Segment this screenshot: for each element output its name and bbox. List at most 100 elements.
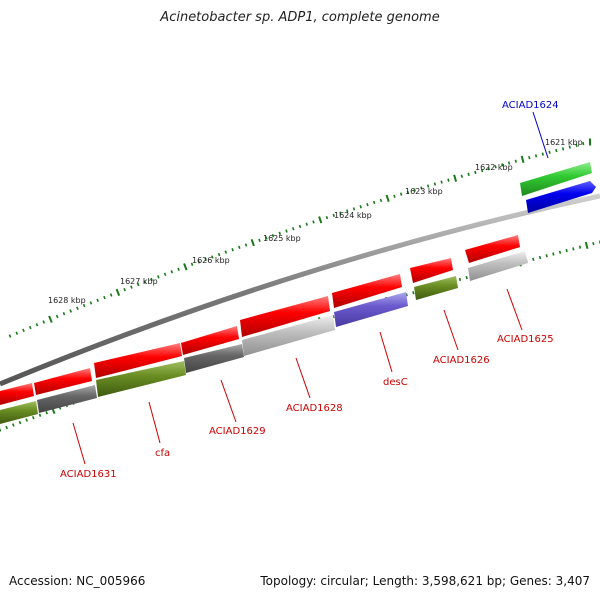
minor-tick — [501, 163, 504, 167]
minor-tick — [592, 242, 595, 246]
feature-aciad1625[interactable] — [468, 251, 528, 281]
feature-left-edge[interactable] — [0, 401, 38, 424]
minor-tick — [76, 306, 79, 310]
gene-label-aciad1624[interactable]: ACIAD1624 — [502, 100, 559, 111]
minor-tick — [150, 277, 153, 282]
minor-tick — [494, 165, 497, 169]
gene-label-aciad1628[interactable]: ACIAD1628 — [286, 403, 343, 414]
kbp-label: 1625 kbp — [263, 234, 301, 243]
major-tick — [318, 216, 323, 224]
minor-tick — [258, 238, 261, 242]
gene-aciad1626-arrow[interactable] — [410, 258, 453, 283]
minor-tick — [0, 428, 2, 432]
gene-label-aciad1629[interactable]: ACIAD1629 — [209, 426, 266, 437]
feature-desc[interactable] — [334, 292, 408, 327]
minor-tick — [352, 207, 356, 211]
feature-aciad1626[interactable] — [414, 276, 458, 300]
forward-strand — [520, 162, 592, 196]
genome-backbone — [0, 193, 600, 387]
minor-tick — [55, 314, 59, 319]
minor-tick — [271, 233, 275, 238]
gene-label-aciad1625[interactable]: ACIAD1625 — [497, 334, 554, 345]
minor-tick — [480, 168, 484, 173]
minor-tick — [405, 293, 408, 297]
minor-tick — [18, 420, 22, 425]
gene-desc-arrow[interactable] — [332, 274, 402, 308]
minor-tick — [460, 174, 464, 178]
leader-aciad1624 — [532, 111, 549, 159]
gene-aciad1629-arrow[interactable] — [181, 326, 239, 355]
gene-aciad1624-arrow[interactable] — [520, 162, 592, 196]
minor-tick — [406, 190, 410, 194]
kbp-label: 1627 kbp — [120, 277, 158, 286]
kbp-label: 1626 kbp — [192, 256, 230, 265]
minor-tick — [325, 215, 329, 220]
minor-tick — [62, 312, 66, 316]
minor-tick — [578, 245, 582, 249]
minor-tick — [123, 288, 126, 292]
minor-tick — [278, 231, 282, 235]
minor-tick — [487, 166, 490, 171]
minor-tick — [433, 182, 437, 186]
minor-tick — [136, 282, 140, 287]
feature-cfa[interactable] — [96, 361, 186, 397]
minor-tick — [548, 150, 551, 154]
gene-aciad1624-blue-arrow[interactable] — [526, 181, 596, 213]
minor-tick — [170, 270, 174, 274]
gene-aciad1625-arrow[interactable] — [465, 235, 520, 263]
minor-tick — [582, 142, 585, 146]
minor-tick — [514, 159, 517, 163]
gene-label-desc[interactable]: desC — [383, 377, 408, 388]
minor-tick — [532, 257, 535, 262]
leader-aciad1628 — [295, 357, 311, 399]
minor-tick — [197, 260, 201, 264]
kbp-labels: 1628 kbp 1627 kbp 1626 kbp 1625 kbp 1624… — [48, 138, 583, 305]
minor-tick — [8, 334, 12, 338]
major-tick — [48, 315, 53, 323]
minor-tick — [507, 161, 511, 165]
minor-tick — [109, 293, 113, 297]
gene-aciad1628-arrow[interactable] — [240, 296, 330, 337]
minor-tick — [265, 236, 268, 240]
minor-tick — [393, 194, 396, 198]
minor-tick — [346, 209, 349, 213]
minor-tick — [440, 180, 443, 184]
minor-tick — [244, 243, 248, 247]
gene-label-aciad1631[interactable]: ACIAD1631 — [60, 469, 117, 480]
minor-tick — [143, 280, 147, 284]
minor-tick — [359, 205, 362, 209]
major-tick — [453, 174, 458, 182]
minor-tick — [312, 220, 315, 224]
minor-tick — [528, 155, 531, 160]
feature-aciad1629[interactable] — [184, 344, 244, 373]
gene-left-edge-arrow[interactable] — [0, 383, 34, 405]
leader-aciad1626 — [443, 309, 459, 351]
minor-tick — [399, 192, 403, 196]
minor-tick — [238, 245, 241, 250]
gene-cfa-arrow[interactable] — [94, 343, 182, 378]
feature-aciad1628[interactable] — [242, 315, 335, 356]
minor-tick — [35, 323, 39, 327]
minor-tick — [45, 411, 48, 415]
gene-label-cfa[interactable]: cfa — [155, 448, 170, 459]
major-tick — [584, 241, 589, 250]
leader-aciad1625 — [506, 288, 523, 331]
minor-tick — [89, 301, 93, 305]
major-tick — [115, 288, 121, 296]
minor-tick — [541, 152, 544, 156]
gene-aciad1631-arrow[interactable] — [34, 368, 92, 395]
minor-tick — [231, 248, 234, 252]
minor-tick — [38, 413, 42, 417]
leader-aciad1631 — [72, 422, 86, 465]
minor-tick — [285, 229, 288, 233]
minor-tick — [575, 143, 578, 148]
kbp-label: 1621 kbp — [545, 138, 583, 147]
minor-tick — [332, 213, 335, 218]
minor-tick — [298, 224, 302, 229]
minor-tick — [82, 303, 86, 308]
kbp-label: 1624 kbp — [334, 211, 372, 220]
feature-aciad1631[interactable] — [37, 385, 97, 413]
minor-tick — [224, 250, 228, 254]
minor-tick — [22, 328, 25, 333]
gene-label-aciad1626[interactable]: ACIAD1626 — [433, 355, 490, 366]
